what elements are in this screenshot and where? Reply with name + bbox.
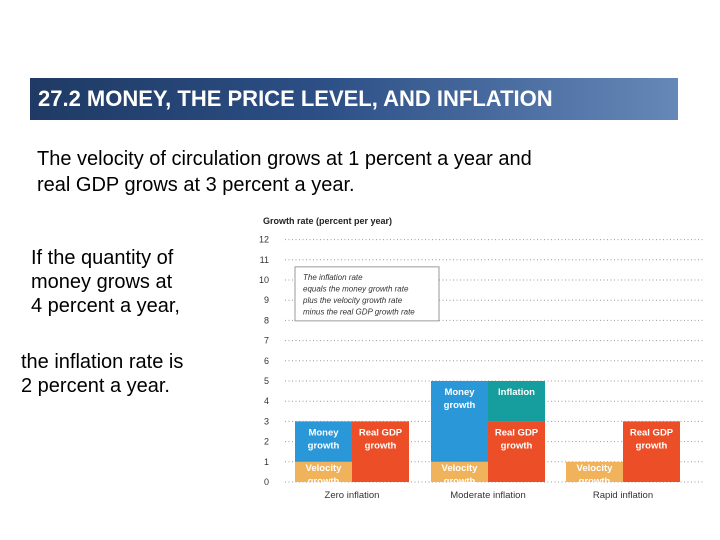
category-label: Rapid inflation — [593, 490, 653, 501]
segment-label: Velocity — [306, 463, 343, 474]
y-tick-label: 5 — [264, 376, 269, 386]
statement-line: If the quantity of — [31, 247, 174, 269]
bar-segment — [623, 421, 680, 482]
category-label: Zero inflation — [325, 490, 380, 501]
segment-label: Money — [308, 427, 339, 438]
intro-text: The velocity of circulation grows at 1 p… — [37, 146, 677, 198]
statement-line: 4 percent a year, — [31, 295, 180, 317]
bar-segment — [352, 421, 409, 482]
y-tick-label: 8 — [264, 315, 269, 325]
bar-segment — [488, 421, 545, 482]
intro-line-2: real GDP grows at 3 percent a year. — [37, 174, 355, 196]
segment-label: growth — [501, 440, 533, 451]
y-tick-label: 2 — [264, 437, 269, 447]
segment-label: Real GDP — [359, 427, 403, 438]
y-tick-label: 4 — [264, 396, 269, 406]
bar-segment — [295, 461, 352, 482]
bar-segment — [295, 421, 352, 462]
legend-line: equals the money growth rate — [303, 284, 409, 293]
segment-label: growth — [365, 440, 397, 451]
inflation-rate-statement: the inflation rate is 2 percent a year. — [21, 350, 241, 398]
segment-label: Money — [444, 387, 475, 398]
segment-label: growth — [636, 440, 668, 451]
y-tick-label: 3 — [264, 416, 269, 426]
bar-segment — [566, 461, 623, 482]
segment-label: growth — [444, 400, 476, 411]
bar-segment — [431, 461, 488, 482]
legend-line: The inflation rate — [303, 273, 363, 282]
segment-label: growth — [308, 476, 340, 487]
slide-title: 27.2 MONEY, THE PRICE LEVEL, AND INFLATI… — [30, 78, 678, 120]
category-label: Moderate inflation — [450, 490, 526, 501]
segment-label: Real GDP — [630, 427, 674, 438]
y-tick-label: 7 — [264, 336, 269, 346]
money-growth-statement: If the quantity of money grows at 4 perc… — [31, 246, 241, 318]
y-tick-label: 12 — [259, 235, 269, 245]
statement-line: the inflation rate is — [21, 351, 184, 373]
segment-label: Real GDP — [495, 427, 539, 438]
statement-line: 2 percent a year. — [21, 375, 170, 397]
y-tick-label: 10 — [259, 275, 269, 285]
y-tick-label: 9 — [264, 295, 269, 305]
segment-label: Inflation — [498, 387, 535, 398]
y-tick-label: 11 — [260, 255, 269, 265]
statement-line: money grows at — [31, 271, 173, 293]
legend-line: minus the real GDP growth rate — [303, 307, 415, 316]
y-tick-label: 1 — [264, 457, 269, 467]
growth-rate-chart: Growth rate (percent per year)0123456789… — [259, 216, 703, 501]
chart-title: Growth rate (percent per year) — [263, 216, 392, 226]
y-tick-label: 0 — [264, 477, 269, 487]
legend-box — [294, 266, 440, 322]
segment-label: growth — [308, 440, 340, 451]
segment-label: Velocity — [577, 463, 614, 474]
bar-segment — [488, 381, 545, 422]
segment-label: growth — [579, 476, 611, 487]
segment-label: growth — [444, 476, 476, 487]
y-tick-label: 6 — [264, 356, 269, 366]
intro-line-1: The velocity of circulation grows at 1 p… — [37, 148, 532, 170]
legend-line: plus the velocity growth rate — [302, 296, 403, 305]
bar-segment — [431, 381, 488, 462]
segment-label: Velocity — [442, 463, 479, 474]
